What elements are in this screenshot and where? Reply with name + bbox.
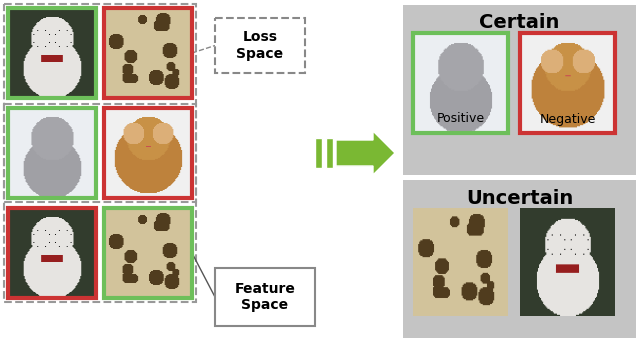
Text: Loss
Space: Loss Space	[236, 30, 284, 61]
Bar	[8, 208, 96, 298]
Bar	[403, 5, 636, 175]
Bar	[104, 208, 192, 298]
Bar	[4, 104, 196, 302]
Text: Feature
Space: Feature Space	[235, 282, 296, 312]
Bar	[215, 268, 315, 326]
Bar	[4, 4, 196, 202]
Bar	[104, 8, 192, 98]
Bar	[403, 180, 636, 338]
FancyArrow shape	[336, 131, 395, 175]
Bar	[520, 33, 615, 133]
Text: Uncertain: Uncertain	[466, 189, 573, 207]
Bar	[8, 108, 96, 198]
Bar	[8, 8, 96, 98]
Bar	[336, 140, 373, 166]
Bar	[104, 108, 192, 198]
Bar	[326, 138, 333, 168]
Text: Negative: Negative	[540, 112, 596, 126]
Bar	[315, 138, 322, 168]
Bar	[215, 18, 305, 73]
Text: Positive: Positive	[436, 112, 484, 126]
Bar	[413, 33, 508, 133]
Text: Certain: Certain	[479, 13, 560, 32]
